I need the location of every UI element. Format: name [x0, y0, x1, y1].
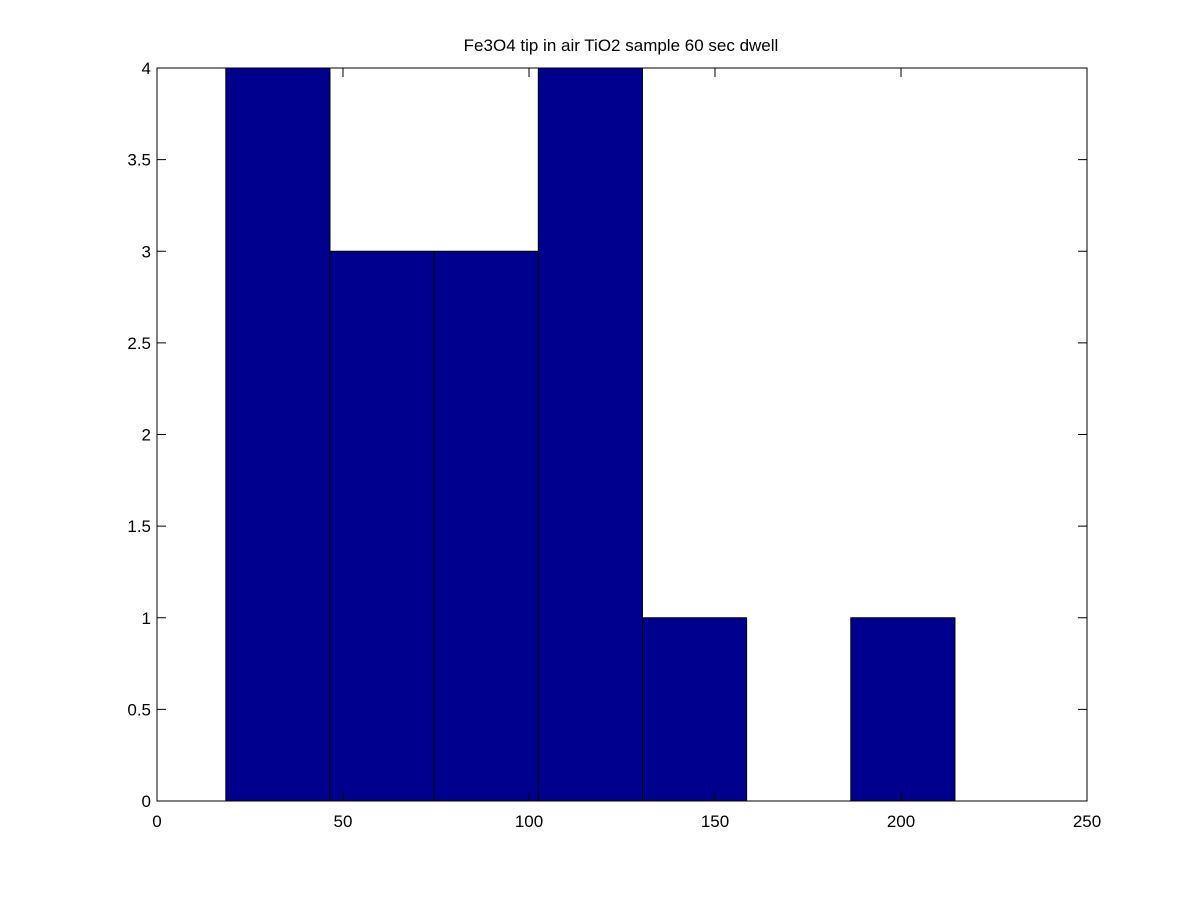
x-tick-label: 100 [515, 812, 543, 831]
y-tick-label: 2.5 [127, 334, 151, 353]
histogram-bar-1 [329, 250, 435, 802]
x-tick-label: 250 [1073, 812, 1101, 831]
tick-labels-group: 0 50 100 150 200 250 0 0.5 1 1.5 2 2.5 3 3.5 4 [127, 59, 1101, 831]
chart-title: Fe3O4 tip in air TiO2 sample 60 sec dwel… [464, 36, 779, 55]
histogram-bar-4 [641, 617, 748, 802]
x-tick-label: 50 [334, 812, 353, 831]
x-tick-label: 200 [887, 812, 915, 831]
y-tick-label: 1.5 [127, 517, 151, 536]
y-tick-label: 1 [142, 609, 151, 628]
x-tick-label: 0 [152, 812, 161, 831]
y-tick-label: 4 [142, 59, 151, 78]
bars-group [225, 67, 956, 802]
y-tick-label: 0 [142, 792, 151, 811]
histogram-bar-6 [850, 617, 956, 802]
histogram-bar-3 [537, 67, 643, 802]
y-tick-label: 3 [142, 242, 151, 261]
y-tick-label: 2 [142, 426, 151, 445]
x-tick-label: 150 [701, 812, 729, 831]
histogram-bar-0 [225, 67, 331, 802]
y-tick-label: 3.5 [127, 151, 151, 170]
y-tick-label: 0.5 [127, 700, 151, 719]
histogram-bar-2 [433, 250, 539, 802]
ticks-group [156, 67, 1088, 802]
